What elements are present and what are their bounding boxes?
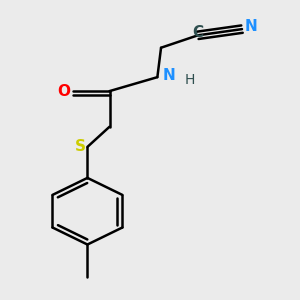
Text: S: S: [75, 140, 86, 154]
Text: H: H: [185, 73, 195, 87]
Text: O: O: [57, 84, 70, 99]
Text: C: C: [192, 25, 203, 40]
Text: N: N: [245, 19, 258, 34]
Text: N: N: [163, 68, 175, 83]
